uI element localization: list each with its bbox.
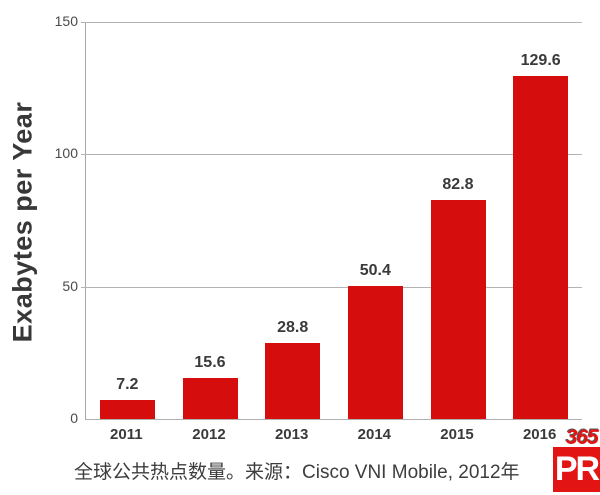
plot-area: 7.2 15.6 28.8 50.4 82.8 129.6	[81, 22, 582, 420]
gridline-100	[81, 154, 582, 156]
bar-value-label-2015: 82.8	[442, 175, 474, 193]
y-tick-label-150: 150	[54, 13, 78, 29]
gridline-50	[81, 286, 582, 288]
gridline-150	[81, 22, 582, 23]
chart-caption: 全球公共热点数量。来源：Cisco VNI Mobile, 2012年	[74, 462, 520, 483]
x-axis-label-2011: 2011	[110, 426, 143, 443]
pr365-logo: PR	[553, 447, 600, 492]
x-axis-label-2016: 2016	[522, 426, 557, 443]
bar-value-label-2012: 15.6	[194, 353, 226, 371]
bar-2013	[265, 342, 321, 419]
x-axis-label-2014: 2014	[357, 426, 392, 443]
x-axis-label-2015: 2015	[440, 426, 474, 443]
y-tick-label-50: 50	[62, 277, 78, 294]
bar-value-label-2013: 28.8	[277, 318, 309, 336]
y-tick-label-0: 0	[70, 410, 78, 426]
bar-2014	[347, 285, 403, 419]
bar-value-label-2016: 129.6	[520, 52, 561, 69]
bar-2016	[513, 76, 569, 419]
bar-2012	[182, 377, 238, 419]
bar-2015	[430, 199, 486, 419]
bar-value-label-2011: 7.2	[116, 375, 139, 393]
logo-365-text: 365	[565, 426, 599, 449]
y-axis-title: Exabytes per Year	[7, 101, 38, 343]
x-axis-label-2013: 2013	[274, 426, 309, 443]
x-axis-label-2012: 2012	[192, 426, 226, 443]
y-tick-label-100: 100	[54, 145, 78, 162]
bar-value-label-2014: 50.4	[359, 261, 391, 279]
bar-2011	[99, 399, 155, 419]
